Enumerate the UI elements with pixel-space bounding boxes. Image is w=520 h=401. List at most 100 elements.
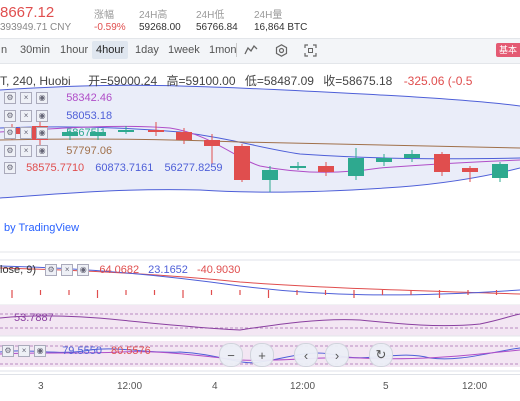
timeframe-1hour[interactable]: 1hour	[60, 44, 89, 56]
candle-body	[318, 166, 334, 172]
last-price: 8667.12	[0, 4, 55, 21]
ma4-legend: ⚙ × ◉ 57797.06	[4, 145, 113, 158]
bollinger-legend: ⚙ 58575.7710 60873.7161 56277.8259	[4, 162, 223, 175]
close-icon[interactable]: ×	[20, 127, 33, 140]
time-tick: 4	[212, 381, 218, 392]
boll-up-value: 60873.7161	[95, 162, 154, 174]
timeframe-1week[interactable]: 1week	[168, 44, 200, 56]
time-tick: 12:00	[462, 381, 488, 392]
candle-body	[404, 154, 420, 158]
candle-body	[290, 166, 306, 168]
timeframe-4hour[interactable]: 4hour	[92, 41, 129, 59]
low-value: 56766.84	[196, 22, 238, 33]
change-label: -325.06 (-0.5	[403, 74, 473, 88]
scroll-left-button[interactable]: ‹	[294, 343, 318, 367]
time-tick: 5	[383, 381, 389, 392]
zoom-in-button[interactable]: +	[250, 343, 274, 367]
settings-icon[interactable]: ⚙	[4, 162, 16, 175]
boll-low-value: 56277.8259	[164, 162, 223, 174]
symbol-legend: T, 240, Huobi 开=59000.24 高=59100.00 低=58…	[0, 72, 472, 89]
settings-icon[interactable]: ⚙	[45, 264, 58, 277]
candle-body	[376, 158, 392, 162]
bollinger-band-fill	[0, 85, 520, 198]
timeframe-1day[interactable]: 1day	[135, 44, 159, 56]
rsi-pane-bg	[0, 305, 520, 336]
candle-body	[348, 158, 364, 176]
close-icon[interactable]: ×	[18, 345, 31, 358]
boll-mid-value: 58575.7710	[26, 162, 85, 174]
toolbar-divider	[236, 43, 237, 57]
visibility-icon[interactable]: ◉	[36, 92, 49, 105]
ticker-bar: 8667.12 393949.71 CNY 涨幅 -0.59% 24H高 592…	[0, 0, 520, 38]
macd-value-2: 23.1652	[148, 264, 188, 276]
tradingview-attribution[interactable]: by TradingView	[4, 222, 80, 234]
candle-body	[262, 170, 278, 180]
candle-body	[462, 168, 478, 172]
macd-name: lose, 9)	[0, 264, 37, 276]
macd-value-3: -40.9030	[196, 264, 241, 276]
ma3-value: 58675.1	[66, 127, 106, 139]
indicators-icon[interactable]	[242, 42, 260, 58]
mode-badge[interactable]: 基本	[496, 43, 520, 57]
candle-body	[176, 132, 192, 140]
visibility-icon[interactable]: ◉	[77, 264, 90, 277]
candle-body	[204, 140, 220, 146]
visibility-icon[interactable]: ◉	[36, 145, 49, 158]
ma2-value: 58053.18	[66, 110, 113, 122]
settings-icon[interactable]: ⚙	[4, 127, 16, 140]
high-label: 高=59100.00	[166, 74, 236, 88]
change-value: -0.59%	[94, 22, 126, 33]
candle-body	[234, 146, 250, 180]
high-label: 24H高	[139, 10, 168, 21]
scroll-right-button[interactable]: ›	[325, 343, 349, 367]
ma1-legend: ⚙ × ◉ 58342.46	[4, 92, 113, 105]
ma2-legend: ⚙ × ◉ 58053.18	[4, 110, 113, 123]
rsi-line	[0, 313, 520, 331]
close-label: 收=58675.18	[323, 74, 393, 88]
ma-short-line	[0, 125, 520, 173]
chart-toolbar: n 30min 1hour 4hour 1day 1week 1mon 基本	[0, 38, 520, 64]
time-axis: 3 12:00 4 12:00 5 12:00	[0, 374, 520, 401]
ma1-value: 58342.46	[66, 92, 113, 104]
ma3-legend: ⚙ × ◉ 58675.1	[4, 127, 106, 140]
close-icon[interactable]: ×	[20, 110, 33, 123]
bollinger-lower-line	[0, 167, 520, 199]
candles	[4, 122, 508, 192]
time-tick: 3	[38, 381, 44, 392]
timeframe-min[interactable]: n	[1, 44, 8, 56]
low-label: 低=58487.09	[244, 74, 314, 88]
candle-body	[492, 164, 508, 178]
settings-icon[interactable]: ⚙	[4, 110, 16, 123]
symbol-label: T, 240, Huobi	[0, 74, 71, 88]
visibility-icon[interactable]: ◉	[34, 345, 47, 358]
timeframe-1mon[interactable]: 1mon	[209, 44, 237, 56]
candle-body	[434, 154, 450, 172]
settings-icon[interactable]: ⚙	[2, 345, 14, 358]
visibility-icon[interactable]: ◉	[36, 110, 49, 123]
settings-icon[interactable]: ⚙	[4, 92, 16, 105]
visibility-icon[interactable]: ◉	[36, 127, 49, 140]
macd-legend: lose, 9) ⚙ × ◉ 64.0682 23.1652 -40.9030	[0, 264, 241, 277]
macd-value-1: 64.0682	[99, 264, 140, 276]
candle-body	[62, 132, 78, 136]
kdj-signal-line	[0, 349, 520, 361]
cny-value: 393949.71 CNY	[0, 22, 72, 33]
volume-value: 16,864 BTC	[254, 22, 308, 33]
timeframe-30min[interactable]: 30min	[20, 44, 50, 56]
close-icon[interactable]: ×	[20, 145, 33, 158]
candle-body	[148, 130, 164, 132]
rsi-value: 53.7887	[14, 312, 54, 324]
settings-icon[interactable]	[272, 42, 290, 58]
ma4-value: 57797.06	[66, 145, 113, 157]
close-icon[interactable]: ×	[20, 92, 33, 105]
zoom-out-button[interactable]: −	[219, 343, 243, 367]
reset-chart-button[interactable]: ↻	[369, 343, 393, 367]
fullscreen-icon[interactable]	[301, 42, 319, 58]
settings-icon[interactable]: ⚙	[4, 145, 16, 158]
change-label: 涨幅	[94, 10, 114, 21]
close-icon[interactable]: ×	[61, 264, 74, 277]
high-value: 59268.00	[139, 22, 181, 33]
ma-long-line	[0, 138, 520, 149]
kdj-legend: ⚙ × ◉ 79.5550 80.5576	[2, 345, 151, 358]
kdj-value-1: 79.5550	[62, 345, 102, 357]
